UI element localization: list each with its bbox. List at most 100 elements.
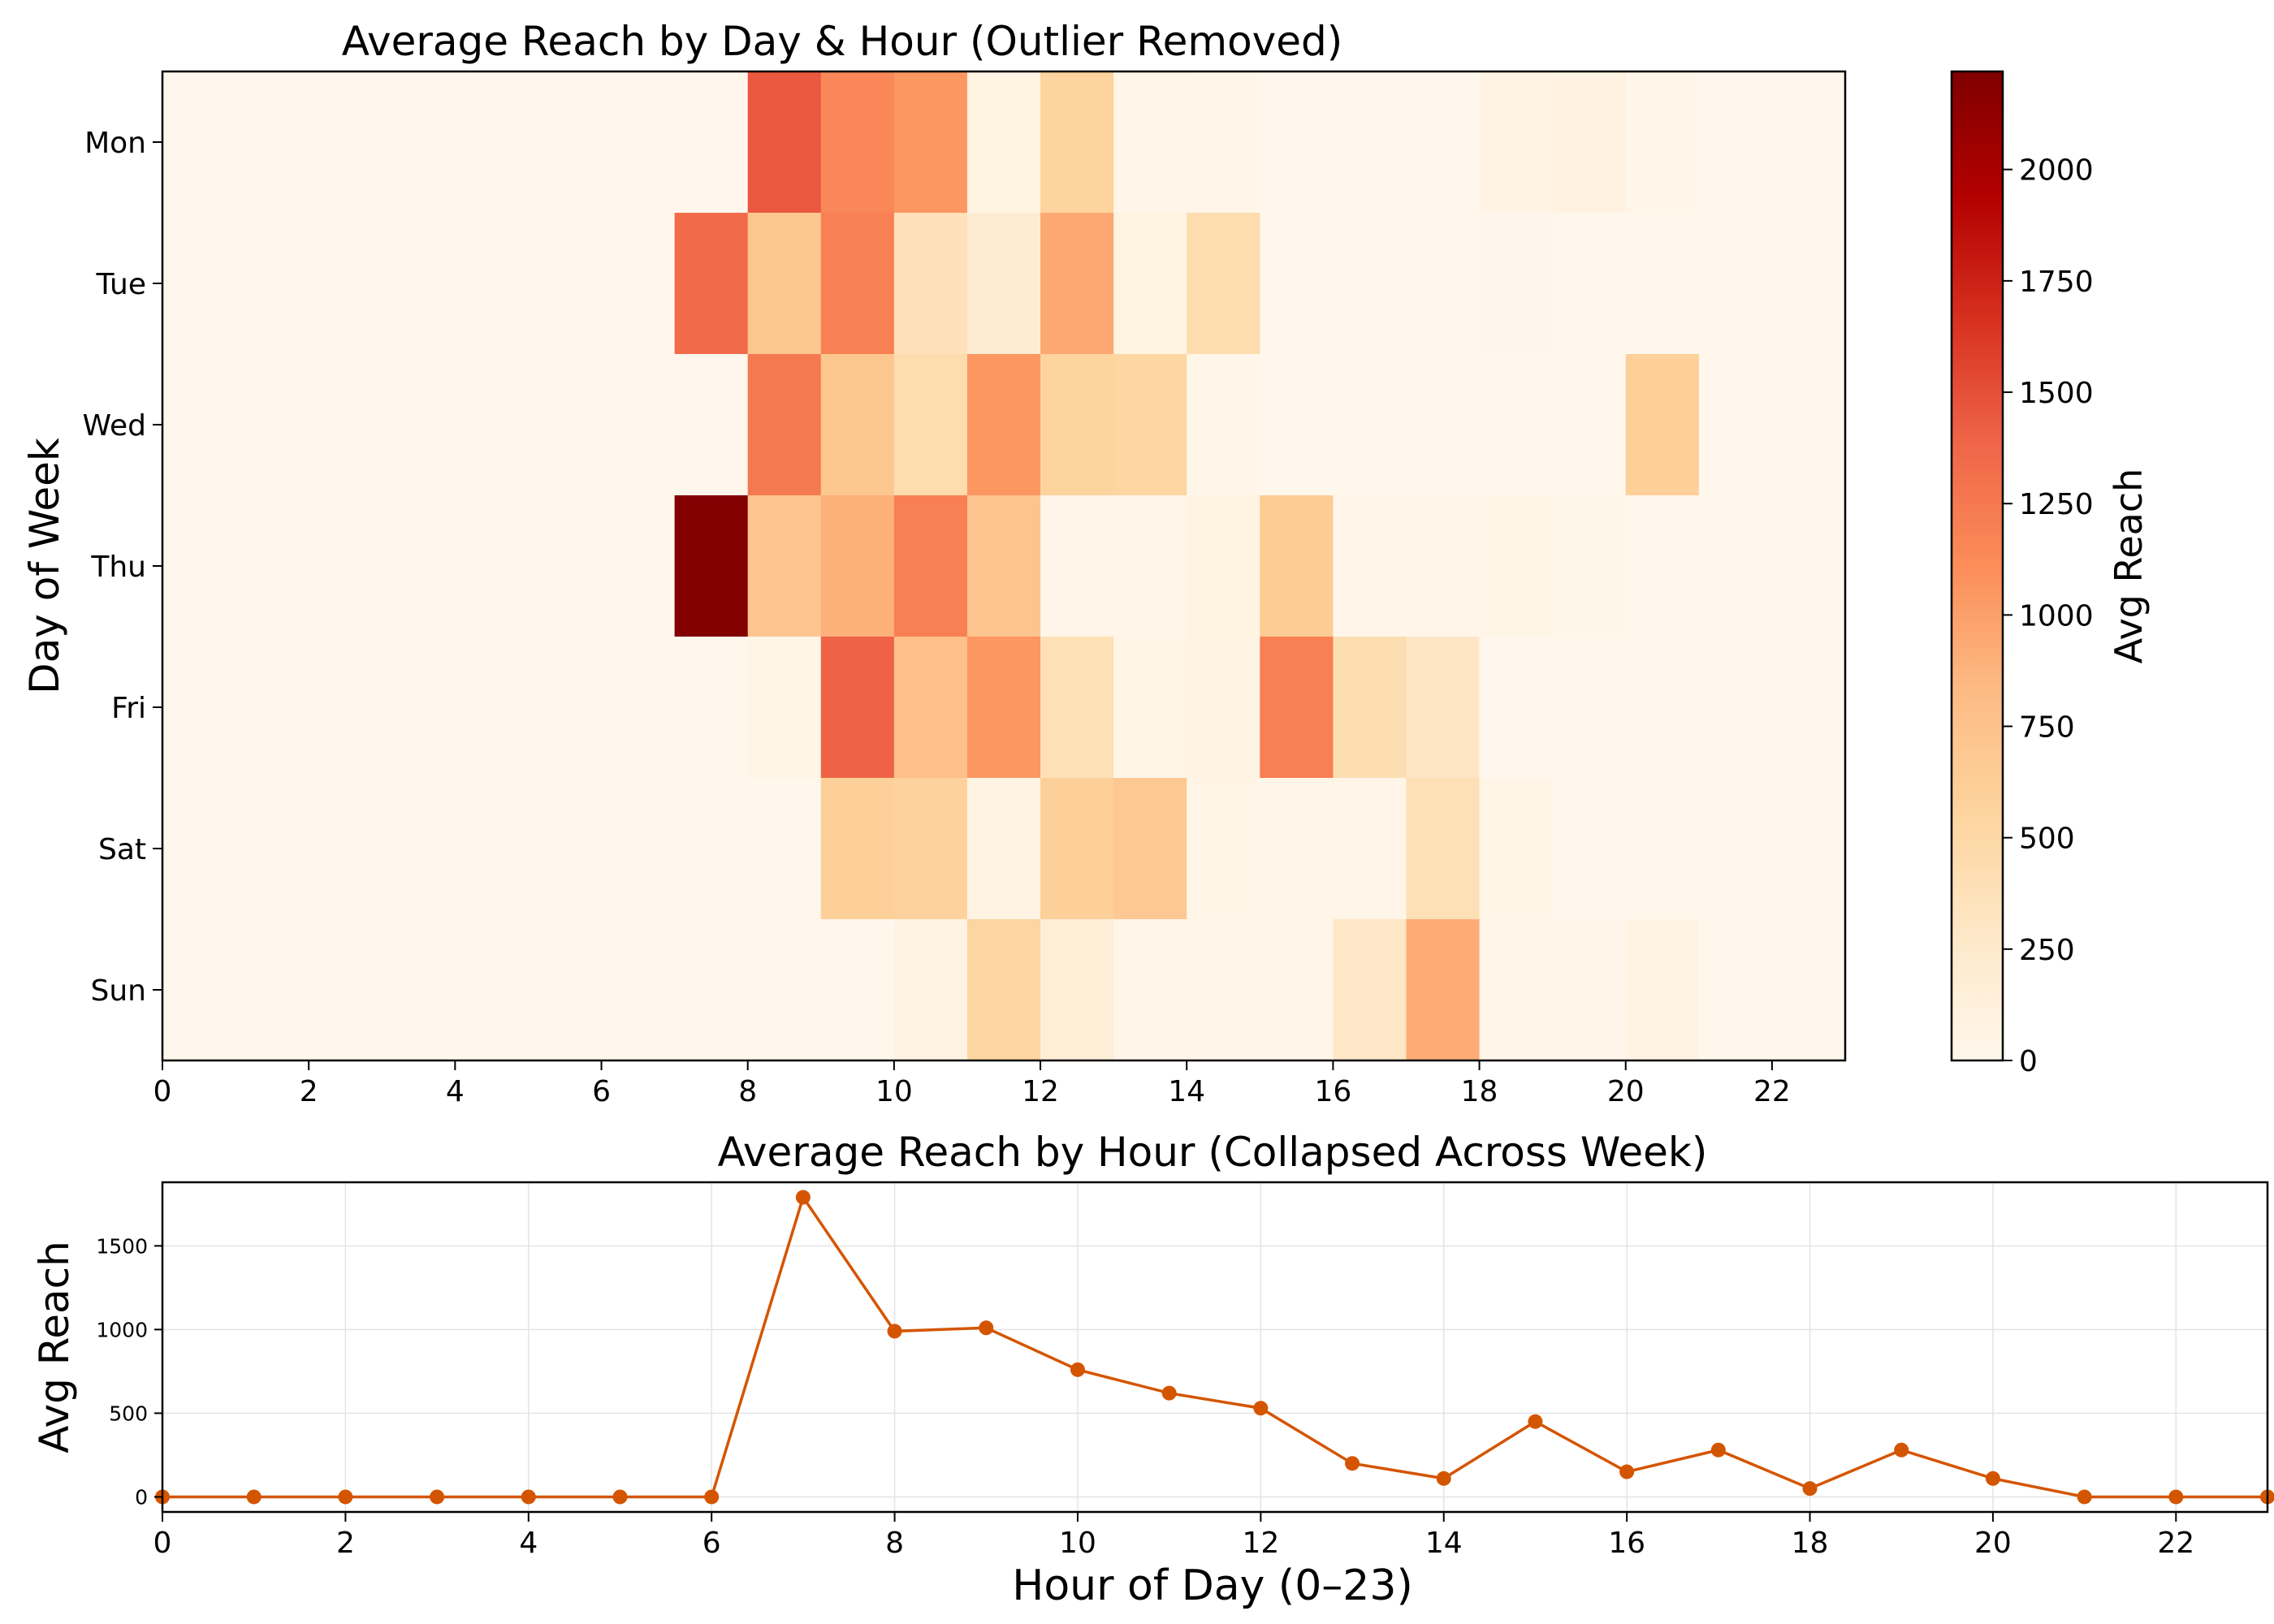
heatmap-cell [601, 71, 676, 214]
heatmap-cell [309, 71, 383, 214]
x-tick-label: 12 [1242, 1527, 1279, 1560]
heatmap-cell [966, 778, 1041, 920]
heatmap-ylabel: Day of Week [21, 438, 68, 694]
heatmap-cell [893, 637, 968, 779]
data-point [521, 1489, 536, 1505]
heatmap-cell [528, 637, 603, 779]
heatmap-cell [893, 495, 968, 637]
heatmap-cell [162, 213, 236, 355]
heatmap-cell [455, 778, 530, 920]
x-tick-label: 8 [885, 1527, 904, 1560]
data-point [612, 1489, 628, 1505]
heatmap-cell [1552, 495, 1627, 637]
heatmap-cell [1040, 637, 1114, 779]
heatmap-cell [309, 213, 383, 355]
data-point [887, 1324, 902, 1339]
heatmap-cell [1113, 495, 1187, 637]
heatmap-cell [1040, 213, 1114, 355]
data-point [430, 1489, 445, 1505]
heatmap-cell [236, 71, 309, 214]
heatmap-cell [966, 213, 1041, 355]
colorbar-tick-label: 2000 [2019, 154, 2094, 188]
heatmap-cell [382, 637, 456, 779]
heatmap-cell [1771, 778, 1846, 920]
day-tick-label: Wed [83, 409, 147, 443]
heatmap-cell [1260, 495, 1334, 637]
heatmap-cell [966, 919, 1041, 1061]
heatmap-cell [1040, 354, 1114, 496]
heatmap-cell [1552, 919, 1627, 1061]
hour-tick-label: 8 [738, 1075, 757, 1108]
heatmap-cell [1187, 71, 1260, 214]
heatmap-cell [1479, 778, 1554, 920]
heatmap-cell [1040, 71, 1114, 214]
heatmap-cell [1406, 354, 1481, 496]
hour-tick-label: 4 [446, 1075, 465, 1108]
heatmap-cell [820, 213, 895, 355]
data-point [1619, 1464, 1635, 1479]
heatmap-cell [747, 919, 822, 1061]
colorbar-tick-label: 1000 [2019, 599, 2094, 633]
heatmap-cell [382, 919, 456, 1061]
heatmap-cell [1698, 778, 1773, 920]
heatmap-cell [162, 71, 236, 214]
data-point [795, 1190, 811, 1205]
heatmap-cell [1333, 495, 1407, 637]
day-tick-label: Sat [98, 833, 146, 866]
heatmap-cell [747, 71, 822, 214]
x-tick-label: 6 [703, 1527, 721, 1560]
hour-tick-label: 18 [1461, 1075, 1498, 1108]
data-point [1528, 1414, 1543, 1429]
heatmap-cell [820, 919, 895, 1061]
heatmap-cell [1552, 354, 1627, 496]
heatmap-cell [601, 354, 676, 496]
heatmap-cell [747, 354, 822, 496]
data-point [1710, 1442, 1726, 1458]
heatmap-cell [309, 354, 383, 496]
heatmap-cell [1187, 778, 1260, 920]
data-point [1253, 1401, 1269, 1416]
heatmap-cell [674, 637, 749, 779]
day-tick-label: Thu [90, 551, 146, 584]
data-point [2077, 1489, 2092, 1505]
heatmap-cell [1406, 778, 1481, 920]
heatmap-cell [1698, 354, 1773, 496]
heatmap-cell [893, 354, 968, 496]
heatmap-cell [674, 919, 749, 1061]
colorbar-tick-label: 250 [2019, 934, 2075, 967]
heatmap-cell [162, 778, 236, 920]
colorbar-gradient [1952, 71, 2003, 1060]
heatmap-cell [1333, 778, 1407, 920]
hour-tick-label: 20 [1607, 1075, 1645, 1108]
line-frame [161, 1181, 2269, 1514]
hour-tick-label: 6 [592, 1075, 611, 1108]
heatmap-cell [820, 495, 895, 637]
heatmap-panel: Average Reach by Day & Hour (Outlier Rem… [21, 18, 1847, 1108]
heatmap-cell [1333, 354, 1407, 496]
heatmap-cell [1625, 778, 1700, 920]
heatmap-cell [966, 71, 1041, 214]
heatmap-cell [820, 354, 895, 496]
heatmap-cell [1771, 71, 1846, 214]
heatmap-cell [1113, 919, 1187, 1061]
hour-tick-label: 0 [153, 1075, 172, 1108]
heatmap-cell [1771, 637, 1846, 779]
y-tick-label: 0 [135, 1485, 148, 1509]
x-tick-label: 0 [153, 1527, 172, 1560]
hour-tick-label: 12 [1022, 1075, 1059, 1108]
heatmap-cell [382, 354, 456, 496]
data-point [1070, 1362, 1085, 1377]
hour-tick-label: 2 [300, 1075, 318, 1108]
heatmap-cell [382, 71, 456, 214]
heatmap-cell [455, 637, 530, 779]
heatmap-cell [674, 495, 749, 637]
heatmap-cell [1260, 919, 1334, 1061]
heatmap-cell [1625, 495, 1700, 637]
heatmap-cell [820, 778, 895, 920]
heatmap-cell [309, 919, 383, 1061]
heatmap-cell [1552, 778, 1627, 920]
hour-tick-label: 14 [1168, 1075, 1205, 1108]
heatmap-cell [674, 71, 749, 214]
heatmap-cell [162, 919, 236, 1061]
